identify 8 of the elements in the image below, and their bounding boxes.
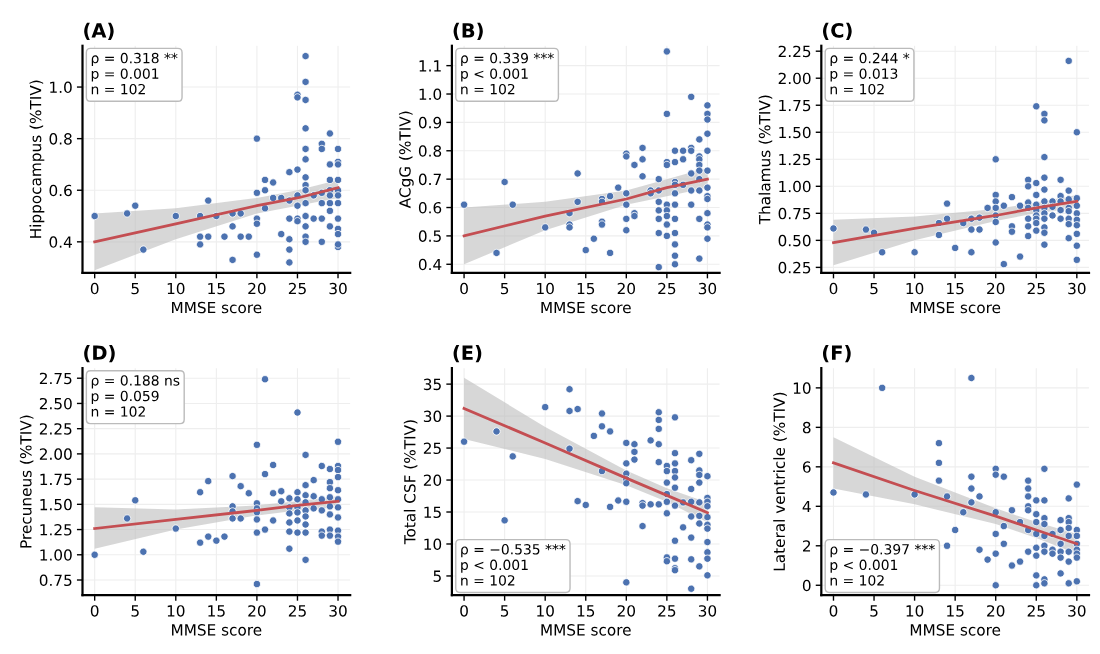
chart-title: (B) [453, 22, 483, 41]
chart-title: (D) [84, 345, 115, 363]
chart-title: (F) [822, 345, 851, 363]
chart-title: (E) [453, 345, 482, 363]
line-series [93, 186, 340, 244]
chart-title: (A) [84, 22, 114, 41]
chart-title: (C) [822, 22, 852, 41]
line-series [462, 177, 709, 238]
